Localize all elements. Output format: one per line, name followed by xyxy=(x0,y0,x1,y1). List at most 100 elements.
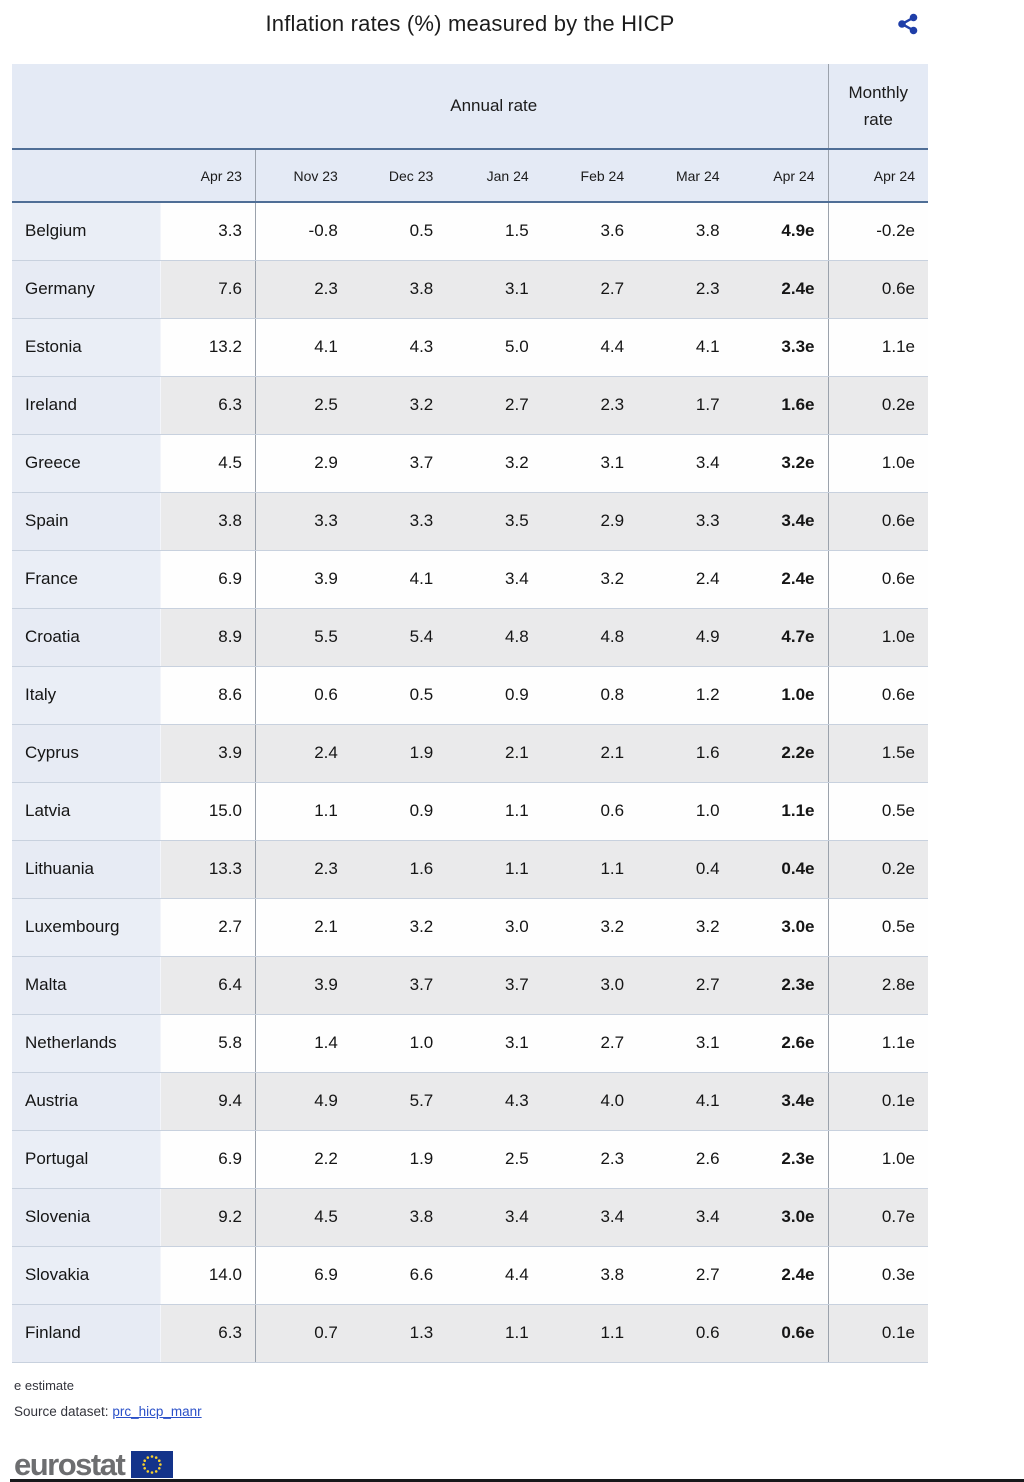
monthly-column-header: Apr 24 xyxy=(827,149,928,203)
column-header: Dec 23 xyxy=(350,149,447,203)
share-button[interactable] xyxy=(895,11,921,37)
annual-value-cell: 0.5 xyxy=(350,202,447,261)
annual-value-cell: 15.0 xyxy=(160,782,256,841)
annual-value-cell: 1.1 xyxy=(446,782,542,841)
annual-value-cell: 4.8 xyxy=(446,608,542,667)
annual-value-cell: 9.4 xyxy=(160,1072,256,1131)
annual-value-cell: 2.3e xyxy=(732,956,828,1015)
annual-value-cell: 2.4e xyxy=(732,1246,828,1305)
annual-value-cell: 1.1 xyxy=(254,782,351,841)
country-cell: Spain xyxy=(12,492,161,551)
country-cell: Germany xyxy=(12,260,161,319)
annual-value-cell: 2.9 xyxy=(254,434,351,493)
annual-value-cell: 5.4 xyxy=(350,608,447,667)
table-row: Greece 4.5 2.9 3.7 3.2 3.1 3.4 3.2e 1.0e xyxy=(12,434,928,493)
annual-value-cell: 3.0 xyxy=(446,898,542,957)
annual-value-cell: 3.4 xyxy=(446,550,542,609)
table-row: Portugal 6.9 2.2 1.9 2.5 2.3 2.6 2.3e 1.0e xyxy=(12,1130,928,1189)
monthly-value-cell: 0.6e xyxy=(827,260,928,319)
annual-value-cell: 0.7 xyxy=(254,1304,351,1363)
monthly-value-cell: 0.1e xyxy=(827,1304,928,1363)
country-cell: Lithuania xyxy=(12,840,161,899)
annual-value-cell: 1.2 xyxy=(637,666,733,725)
annual-value-cell: 1.4 xyxy=(254,1014,351,1073)
annual-value-cell: 3.7 xyxy=(350,434,447,493)
annual-value-cell: 1.7 xyxy=(637,376,733,435)
annual-value-cell: 4.9 xyxy=(254,1072,351,1131)
annual-value-cell: 3.1 xyxy=(446,260,542,319)
annual-value-cell: 3.8 xyxy=(350,260,447,319)
annual-value-cell: 2.3 xyxy=(541,376,638,435)
table-row: Slovenia 9.2 4.5 3.8 3.4 3.4 3.4 3.0e 0.7e xyxy=(12,1188,928,1247)
annual-value-cell: 2.7 xyxy=(637,956,733,1015)
annual-value-cell: 3.2 xyxy=(541,550,638,609)
annual-value-cell: 3.4 xyxy=(637,1188,733,1247)
annual-value-cell: 3.8 xyxy=(160,492,256,551)
annual-value-cell: 1.9 xyxy=(350,724,447,783)
annual-value-cell: 3.4e xyxy=(732,1072,828,1131)
monthly-value-cell: 0.6e xyxy=(827,666,928,725)
monthly-value-cell: 0.5e xyxy=(827,782,928,841)
annual-value-cell: 2.3 xyxy=(541,1130,638,1189)
monthly-value-cell: 0.5e xyxy=(827,898,928,957)
eu-flag-icon xyxy=(131,1451,174,1478)
monthly-value-cell: 1.1e xyxy=(827,1014,928,1073)
annual-value-cell: 6.3 xyxy=(160,1304,256,1363)
column-header-row: Apr 23 Nov 23 Dec 23 Jan 24 Feb 24 Mar 24 Apr … xyxy=(12,149,928,203)
table-row: Austria 9.4 4.9 5.7 4.3 4.0 4.1 3.4e 0.1e xyxy=(12,1072,928,1131)
country-cell: Netherlands xyxy=(12,1014,161,1073)
annual-value-cell: 4.4 xyxy=(541,318,638,377)
annual-value-cell: 8.6 xyxy=(160,666,256,725)
annual-value-cell: 1.6 xyxy=(637,724,733,783)
annual-value-cell: 1.0e xyxy=(732,666,828,725)
annual-value-cell: 2.4e xyxy=(732,550,828,609)
annual-value-cell: 2.3 xyxy=(254,260,351,319)
annual-value-cell: 0.6 xyxy=(637,1304,733,1363)
annual-value-cell: 2.7 xyxy=(637,1246,733,1305)
annual-value-cell: 3.3 xyxy=(160,202,256,261)
annual-value-cell: 3.3 xyxy=(350,492,447,551)
column-header: Nov 23 xyxy=(254,149,351,203)
title-bar: Inflation rates (%) measured by the HICP xyxy=(0,0,1024,64)
annual-value-cell: 3.9 xyxy=(254,956,351,1015)
source-dataset-label: Source dataset: xyxy=(14,1403,109,1419)
annual-value-cell: 4.4 xyxy=(446,1246,542,1305)
annual-value-cell: 5.5 xyxy=(254,608,351,667)
table-row: Germany 7.6 2.3 3.8 3.1 2.7 2.3 2.4e 0.6e xyxy=(12,260,928,319)
annual-value-cell: 4.9e xyxy=(732,202,828,261)
monthly-value-cell: 0.2e xyxy=(827,840,928,899)
annual-value-cell: 1.1e xyxy=(732,782,828,841)
annual-value-cell: 2.1 xyxy=(446,724,542,783)
monthly-value-cell: 1.5e xyxy=(827,724,928,783)
annual-value-cell: 0.5 xyxy=(350,666,447,725)
annual-value-cell: 6.3 xyxy=(160,376,256,435)
annual-value-cell: 2.3e xyxy=(732,1130,828,1189)
annual-value-cell: 4.9 xyxy=(637,608,733,667)
country-cell: Ireland xyxy=(12,376,161,435)
annual-value-cell: 3.5 xyxy=(446,492,542,551)
annual-value-cell: 1.0 xyxy=(350,1014,447,1073)
column-header: Mar 24 xyxy=(637,149,733,203)
group-header-row: Annual rate Monthly rate xyxy=(12,64,928,150)
annual-value-cell: 3.0e xyxy=(732,898,828,957)
annual-value-cell: 4.1 xyxy=(637,318,733,377)
annual-value-cell: 2.4e xyxy=(732,260,828,319)
annual-value-cell: 5.0 xyxy=(446,318,542,377)
annual-value-cell: 0.4 xyxy=(637,840,733,899)
source-dataset-line: Source dataset: prc_hicp_manr xyxy=(14,1404,1024,1419)
annual-value-cell: 1.1 xyxy=(446,1304,542,1363)
annual-value-cell: 3.1 xyxy=(637,1014,733,1073)
monthly-value-cell: -0.2e xyxy=(827,202,928,261)
country-cell: Finland xyxy=(12,1304,161,1363)
monthly-value-cell: 1.0e xyxy=(827,608,928,667)
monthly-value-cell: 0.6e xyxy=(827,550,928,609)
table-row: Spain 3.8 3.3 3.3 3.5 2.9 3.3 3.4e 0.6e xyxy=(12,492,928,551)
annual-value-cell: 3.4 xyxy=(541,1188,638,1247)
eurostat-logo-text: eurostat xyxy=(14,1447,126,1482)
column-header: Apr 23 xyxy=(160,149,256,203)
annual-value-cell: 1.6e xyxy=(732,376,828,435)
monthly-value-cell: 1.1e xyxy=(827,318,928,377)
table-row: Cyprus 3.9 2.4 1.9 2.1 2.1 1.6 2.2e 1.5e xyxy=(12,724,928,783)
source-dataset-link[interactable]: prc_hicp_manr xyxy=(112,1403,202,1419)
country-cell: Belgium xyxy=(12,202,161,261)
